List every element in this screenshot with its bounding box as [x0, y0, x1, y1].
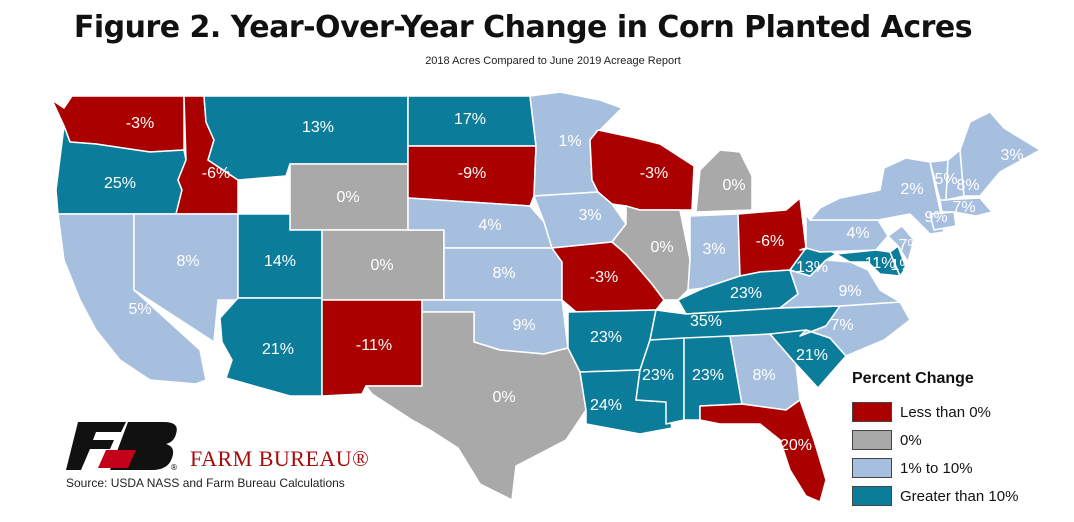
- state-label-mn: 1%: [558, 133, 581, 150]
- state-labels: -3% 25% 5% -6% 8% 13% 0% 14% 21% 0% -11% 17% -9% 4% 8%…: [104, 111, 1024, 454]
- state-shapes: [51, 91, 1041, 503]
- state-label-ma: 7%: [952, 199, 975, 216]
- state-label-co: 0%: [370, 257, 393, 274]
- legend-label: Greater than 10%: [900, 487, 1019, 505]
- state-label-tx: 0%: [492, 389, 515, 406]
- state-label-ar: 23%: [590, 329, 622, 346]
- state-label-nm: -11%: [356, 337, 392, 354]
- state-label-mi: 0%: [722, 177, 745, 194]
- page-title: Figure 2. Year-Over-Year Change in Corn …: [73, 10, 973, 45]
- legend-item-zero: 0%: [852, 430, 922, 450]
- state-label-wi: -3%: [640, 165, 668, 182]
- state-label-in: 3%: [702, 241, 725, 258]
- logo-f-shape: [66, 422, 126, 470]
- legend-swatch: [852, 486, 892, 506]
- state-fl: [699, 399, 827, 503]
- state-sd: [407, 145, 537, 207]
- state-label-vt: 5%: [934, 171, 957, 188]
- svg-text:®: ®: [170, 463, 178, 472]
- state-label-az: 21%: [262, 341, 294, 358]
- subtitle: 2018 Acres Compared to June 2019 Acreage…: [425, 55, 681, 67]
- state-label-md: 11%: [865, 255, 896, 272]
- state-label-nj: 7%: [898, 237, 921, 254]
- state-label-il: 0%: [650, 239, 673, 256]
- legend-label: 1% to 10%: [900, 459, 973, 477]
- state-label-pa: 4%: [846, 225, 869, 242]
- state-de: [889, 245, 907, 277]
- state-label-mo: -3%: [590, 269, 618, 286]
- state-mi: [695, 149, 753, 213]
- legend-title: Percent Change: [852, 370, 974, 387]
- state-md: [835, 249, 901, 277]
- state-label-nd: 17%: [454, 111, 486, 128]
- logo-red-block: [98, 450, 136, 468]
- state-label-ok: 9%: [512, 317, 535, 334]
- farm-bureau-logo: ®: [66, 422, 178, 472]
- state-label-mt: 13%: [302, 119, 334, 136]
- state-label-sc: 21%: [796, 347, 828, 364]
- legend-item-high: Greater than 10%: [852, 486, 1018, 506]
- state-label-nc: 7%: [830, 317, 853, 334]
- state-ma: [939, 197, 993, 217]
- state-me: [959, 111, 1041, 197]
- legend-label: 0%: [900, 431, 922, 449]
- state-ny: [809, 157, 945, 235]
- state-label-nh: 8%: [956, 177, 979, 194]
- legend-item-negative: Less than 0%: [852, 402, 991, 422]
- state-label-al: 23%: [692, 367, 724, 384]
- legend-swatch: [852, 430, 892, 450]
- state-label-wv: 13%: [796, 259, 828, 276]
- state-label-me: 3%: [1000, 147, 1023, 164]
- state-label-ga: 8%: [752, 367, 775, 384]
- state-label-wa: -3%: [126, 115, 154, 132]
- state-nc: [799, 301, 911, 357]
- state-tx: [365, 311, 587, 501]
- state-label-tn: 35%: [690, 313, 722, 330]
- state-label-id: -6%: [202, 165, 230, 182]
- state-label-ca: 5%: [128, 301, 151, 318]
- state-label-nv: 8%: [176, 253, 199, 270]
- state-label-la: 24%: [590, 397, 622, 414]
- state-label-or: 25%: [104, 175, 136, 192]
- state-label-ut: 14%: [264, 253, 296, 270]
- legend-item-low: 1% to 10%: [852, 458, 973, 478]
- state-label-ky: 23%: [730, 285, 762, 302]
- state-label-va: 9%: [838, 283, 861, 300]
- source-note: Source: USDA NASS and Farm Bureau Calcul…: [66, 476, 345, 490]
- state-label-fl: 20%: [780, 437, 812, 454]
- state-label-ct: 9%: [924, 209, 947, 226]
- state-label-ms: 23%: [642, 367, 674, 384]
- state-nj: [887, 225, 915, 263]
- state-label-ia: 3%: [578, 207, 601, 224]
- legend-label: Less than 0%: [900, 403, 991, 421]
- legend-swatch: [852, 458, 892, 478]
- state-label-ks: 8%: [492, 265, 515, 282]
- state-label-wy: 0%: [336, 189, 359, 206]
- state-il: [611, 205, 691, 301]
- state-label-de: 1%: [890, 257, 913, 274]
- legend-swatch: [852, 402, 892, 422]
- state-label-oh: -6%: [756, 233, 784, 250]
- state-label-sd: -9%: [458, 165, 486, 182]
- farm-bureau-name: FARM BUREAU®: [190, 446, 370, 471]
- state-label-ny: 2%: [900, 181, 923, 198]
- state-label-ne: 4%: [478, 217, 501, 234]
